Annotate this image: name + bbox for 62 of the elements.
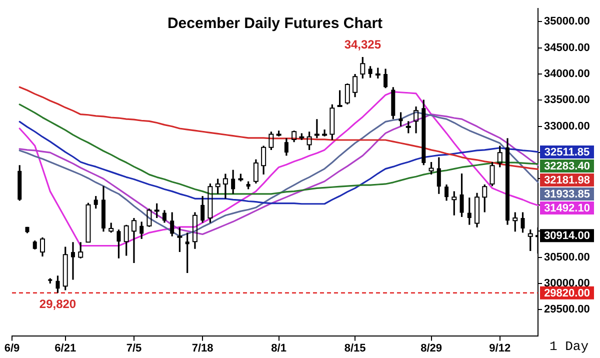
data-label: 31492.10 (544, 202, 590, 214)
candlestick (192, 211, 198, 250)
y-tick-label: 33500.00 (544, 94, 590, 106)
y-tick-label: 33000.00 (544, 120, 590, 132)
candlestick (375, 66, 380, 80)
x-tick-label: 6/9 (4, 342, 20, 354)
y-tick-label: 30500.00 (544, 251, 590, 264)
annotation: 29,820 (39, 297, 76, 312)
text: December Daily Futures Chart (167, 15, 383, 32)
candlestick (512, 211, 518, 232)
y-tick-label: 30000.00 (544, 277, 590, 290)
candlestick (330, 104, 335, 141)
candlestick (497, 144, 502, 168)
candlestick (528, 228, 533, 252)
candlestick (177, 226, 182, 253)
data-label: 32283.40 (544, 160, 590, 172)
x-tick-label: 6/21 (54, 342, 76, 354)
candlestick (276, 130, 282, 138)
candlestick (452, 190, 457, 216)
candlestick (222, 172, 228, 200)
candlestick (124, 224, 129, 256)
candlestick (306, 130, 312, 151)
x-tick-label: 7/5 (126, 342, 142, 354)
y-tick-label: 29500.00 (544, 304, 590, 316)
data-label: 32181.98 (544, 174, 590, 186)
candlestick (360, 56, 366, 80)
candlestick (406, 120, 411, 134)
annotation: 34,325 (344, 37, 382, 52)
candlestick (482, 184, 488, 214)
candlestick (414, 106, 419, 134)
candlestick (215, 178, 220, 195)
x-tick-label: 8/29 (420, 342, 442, 354)
candlestick (352, 73, 358, 98)
candlestick (314, 118, 320, 139)
data-label: 32511.85 (544, 146, 590, 158)
candlestick (337, 89, 342, 107)
candlestick (40, 236, 45, 258)
candlestick (261, 144, 266, 176)
candlestick (299, 132, 304, 141)
candlestick (154, 202, 160, 219)
candlestick (322, 128, 328, 138)
candlestick (238, 172, 244, 182)
y-tick-label: 35000.00 (544, 16, 590, 28)
text: 30914.00 (544, 230, 590, 242)
candlestick (428, 161, 434, 176)
candlestick (474, 192, 480, 228)
y-tick-label: 34500.00 (544, 42, 590, 54)
candlestick (62, 246, 68, 292)
candlestick (108, 222, 114, 234)
data-label: 31933.85 (544, 188, 590, 200)
x-tick-label: 8/15 (344, 342, 366, 354)
candlestick (86, 202, 91, 243)
candlestick (208, 182, 213, 224)
candlestick (131, 217, 136, 264)
y-tick-label: 34000.00 (544, 68, 590, 80)
candlestick (78, 241, 84, 260)
x-tick-label: 7/18 (192, 342, 214, 354)
ref-line-label: 29820.00 (544, 287, 590, 300)
candlestick (292, 130, 297, 143)
text: 1 Day (549, 339, 589, 354)
x-tick-label: 8/1 (271, 342, 286, 354)
x-tick-label: 9/12 (489, 342, 511, 354)
